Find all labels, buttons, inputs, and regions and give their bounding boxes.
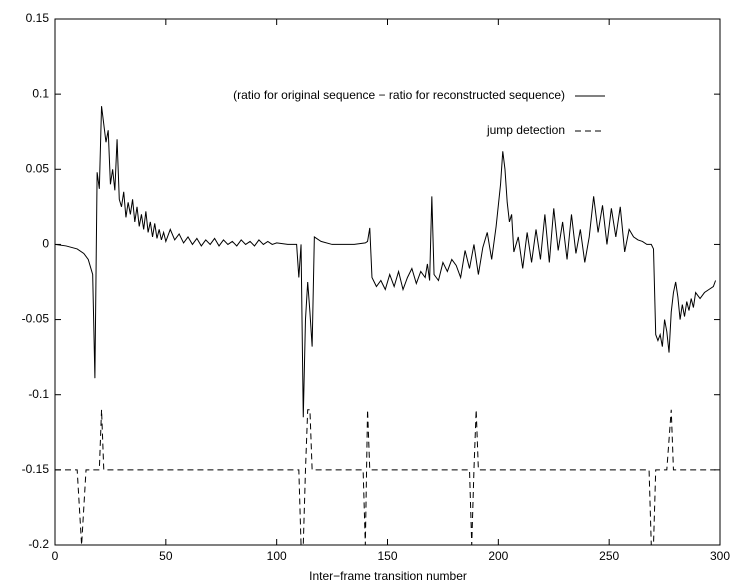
x-tick-label: 0 (52, 549, 59, 563)
x-tick-label: 100 (267, 549, 287, 563)
y-tick-label: -0.1 (28, 387, 49, 401)
y-tick-label: -0.15 (22, 462, 50, 476)
y-tick-label: 0.1 (32, 86, 49, 100)
data-line (55, 409, 716, 546)
y-tick-label: -0.2 (28, 537, 49, 551)
y-tick-label: 0.05 (26, 161, 50, 175)
legend-label: jump detection (486, 123, 565, 137)
x-tick-label: 50 (159, 549, 173, 563)
x-tick-label: 300 (710, 549, 730, 563)
y-tick-label: 0.15 (26, 11, 50, 25)
x-tick-label: 250 (599, 549, 619, 563)
x-tick-label: 150 (377, 549, 397, 563)
x-axis-label: Inter−frame transition number (309, 569, 467, 583)
x-tick-label: 200 (488, 549, 508, 563)
legend-label: (ratio for original sequence − ratio for… (233, 88, 565, 102)
data-line (54, 106, 717, 418)
y-tick-label: 0 (42, 237, 49, 251)
y-tick-label: -0.05 (22, 312, 50, 326)
